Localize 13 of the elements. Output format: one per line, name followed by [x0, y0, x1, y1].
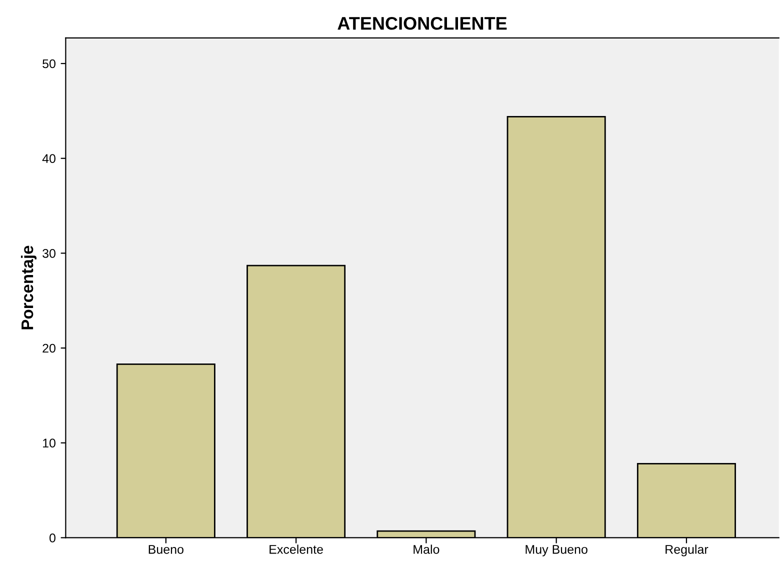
chart-title: ATENCIONCLIENTE	[338, 16, 507, 30]
y-axis-title: Porcentaje	[20, 246, 37, 330]
x-tick-label: Bueno	[148, 545, 184, 554]
x-tick-label: Muy Bueno	[526, 545, 588, 556]
y-tick-label: 40	[42, 154, 56, 164]
y-tick-label: 30	[42, 248, 56, 258]
x-tick-label: Excelente	[270, 544, 323, 554]
y-tick-label: 50	[42, 59, 56, 68]
y-tick-label: 0	[50, 534, 56, 542]
y-tick-label: 10	[43, 438, 56, 448]
y-tick-label: 20	[42, 344, 56, 353]
x-tick-label: Malo	[414, 544, 440, 554]
x-tick-label: Regular	[666, 544, 708, 556]
